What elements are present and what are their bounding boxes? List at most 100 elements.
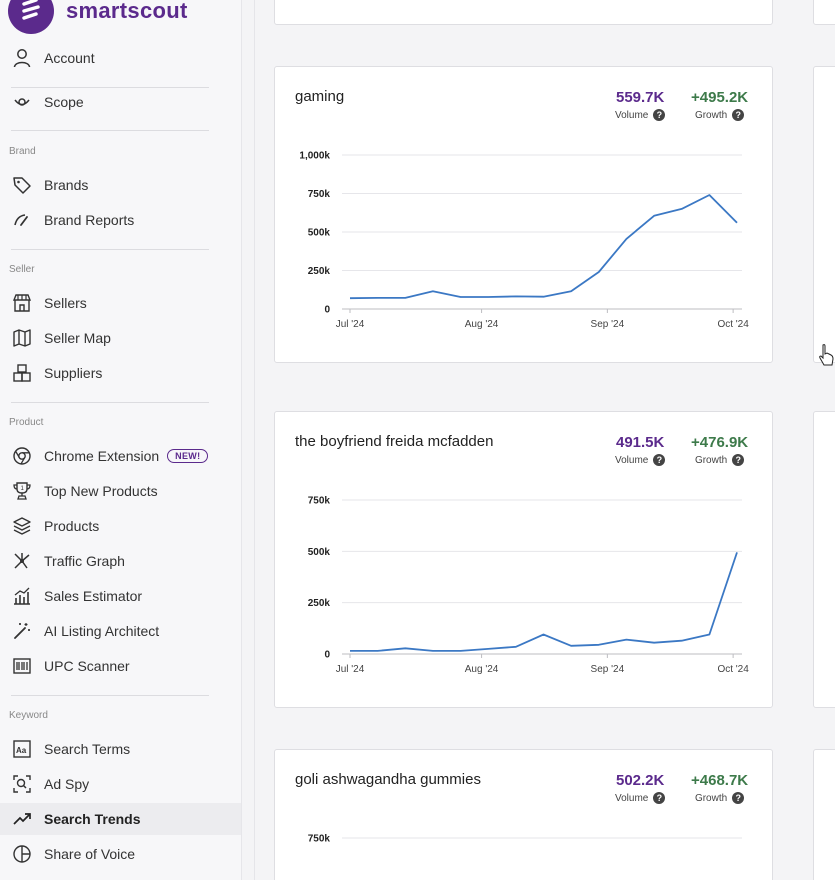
trend-card[interactable]: the boyfriend freida mcfadden 491.5K Vol…	[274, 411, 773, 708]
volume-value: 502.2K	[615, 772, 665, 789]
layers-icon	[11, 515, 33, 537]
growth-value: +495.2K	[691, 89, 749, 106]
sidebar-item-brand-reports[interactable]: Brand Reports	[0, 205, 241, 235]
y-tick-label: 750k	[308, 189, 331, 200]
trend-card-partial	[274, 0, 773, 25]
gauge-icon	[11, 209, 33, 231]
sidebar-item-label: Search Trends	[44, 811, 141, 827]
sidebar-item-chrome-extension[interactable]: Chrome Extension NEW!	[0, 441, 241, 471]
sidebar-item-sales-estimator[interactable]: Sales Estimator	[0, 581, 241, 611]
y-tick-label: 250k	[308, 266, 331, 277]
sidebar-item-suppliers[interactable]: Suppliers	[0, 358, 241, 388]
scan-search-icon	[11, 773, 33, 795]
growth-metric: +476.9K Growth?	[691, 434, 748, 466]
divider	[11, 695, 209, 696]
y-tick-label: 0	[324, 305, 330, 316]
sidebar-item-label: Search Terms	[44, 741, 131, 757]
sidebar-item-upc-scanner[interactable]: UPC Scanner	[0, 651, 241, 681]
magic-wand-icon	[11, 620, 33, 642]
x-tick-label: Jul '24	[336, 664, 365, 675]
help-icon[interactable]: ?	[653, 792, 666, 804]
sidebar-item-label: Scope	[44, 94, 84, 110]
sidebar-item-search-terms[interactable]: Aa Search Terms	[0, 734, 241, 764]
x-tick-label: Aug '24	[465, 664, 499, 675]
growth-label: Growth	[694, 109, 728, 121]
sidebar-item-label: AI Listing Architect	[44, 623, 160, 639]
trend-card-partial-right	[813, 411, 835, 708]
sidebar-item-top-new-products[interactable]: 1 Top New Products	[0, 476, 241, 506]
boxes-icon	[11, 362, 33, 384]
volume-metric: 559.7K Volume?	[615, 89, 666, 121]
volume-label: Volume	[615, 792, 649, 804]
series-line	[350, 552, 738, 652]
card-title: gaming	[295, 88, 345, 105]
tag-icon	[11, 174, 33, 196]
sidebar-item-label: Sales Estimator	[44, 588, 143, 604]
text-box-icon: Aa	[11, 738, 33, 760]
sidebar-item-search-trends[interactable]: Search Trends	[0, 803, 241, 835]
pie-chart-icon	[11, 843, 33, 865]
trend-card-partial-right	[813, 0, 835, 25]
y-tick-label: 250k	[308, 598, 331, 609]
help-icon[interactable]: ?	[732, 454, 745, 466]
help-icon[interactable]: ?	[732, 109, 745, 121]
y-tick-label: 500k	[308, 228, 331, 239]
section-label-product: Product	[9, 417, 44, 428]
sidebar-item-label: Sellers	[44, 295, 87, 311]
graph-nodes-icon	[11, 550, 33, 572]
sidebar-item-label: Ad Spy	[44, 776, 90, 792]
sidebar-item-label: Account	[44, 50, 95, 66]
sidebar: smartscout Account Scope Brand Brands Br…	[0, 0, 242, 880]
section-label-seller: Seller	[9, 264, 35, 275]
sidebar-item-ai-listing-architect[interactable]: AI Listing Architect	[0, 616, 241, 646]
sidebar-item-seller-map[interactable]: Seller Map	[0, 323, 241, 353]
help-icon[interactable]: ?	[653, 109, 666, 121]
trend-line-chart: 750k	[308, 834, 742, 845]
sidebar-item-brands[interactable]: Brands	[0, 170, 241, 200]
smartscout-logo-icon	[8, 0, 54, 34]
volume-value: 559.7K	[615, 89, 665, 106]
x-tick-label: Sep '24	[591, 319, 625, 330]
trend-card[interactable]: gaming 559.7K Volume? +495.2K Growth? 0 2…	[274, 66, 773, 363]
help-icon[interactable]: ?	[732, 792, 745, 804]
svg-text:1: 1	[21, 486, 25, 492]
barcode-icon	[11, 655, 33, 677]
sidebar-item-ad-spy[interactable]: Ad Spy	[0, 769, 241, 799]
growth-value: +468.7K	[691, 772, 749, 789]
sidebar-item-label: UPC Scanner	[44, 658, 130, 674]
growth-metric: +468.7K Growth?	[691, 772, 748, 804]
app-name: smartscout	[66, 0, 188, 23]
hand-cursor-icon	[819, 344, 834, 366]
sidebar-item-products[interactable]: Products	[0, 511, 241, 541]
card-title: goli ashwagandha gummies	[295, 771, 481, 788]
y-tick-label: 0	[324, 650, 330, 661]
sidebar-item-label: Traffic Graph	[44, 553, 125, 569]
volume-label: Volume	[615, 109, 649, 121]
sidebar-item-sellers[interactable]: Sellers	[0, 288, 241, 318]
trend-card-partial-right	[813, 66, 835, 363]
sidebar-item-label: Products	[44, 518, 100, 534]
y-tick-label: 500k	[308, 547, 331, 558]
sidebar-item-scope[interactable]: Scope	[0, 87, 241, 117]
sidebar-item-account[interactable]: Account	[0, 43, 241, 73]
y-tick-label: 750k	[308, 834, 331, 845]
trending-up-icon	[11, 808, 33, 830]
divider	[11, 402, 209, 403]
trophy-icon: 1	[11, 480, 33, 502]
svg-text:Aa: Aa	[16, 746, 27, 755]
sidebar-item-label: Suppliers	[44, 365, 103, 381]
volume-label: Volume	[615, 454, 649, 466]
growth-label: Growth	[694, 792, 728, 804]
app-logo[interactable]: smartscout	[8, 0, 188, 34]
growth-metric: +495.2K Growth?	[691, 89, 748, 121]
volume-metric: 502.2K Volume?	[615, 772, 666, 804]
help-icon[interactable]: ?	[653, 454, 666, 466]
divider	[11, 130, 209, 131]
sidebar-item-traffic-graph[interactable]: Traffic Graph	[0, 546, 241, 576]
sidebar-item-label: Top New Products	[44, 483, 158, 499]
sidebar-item-label: Seller Map	[44, 330, 111, 346]
trend-card[interactable]: goli ashwagandha gummies 502.2K Volume? …	[274, 749, 773, 880]
x-tick-label: Oct '24	[717, 319, 749, 330]
sidebar-item-share-of-voice[interactable]: Share of Voice	[0, 839, 241, 869]
sidebar-item-label: Brand Reports	[44, 212, 135, 228]
